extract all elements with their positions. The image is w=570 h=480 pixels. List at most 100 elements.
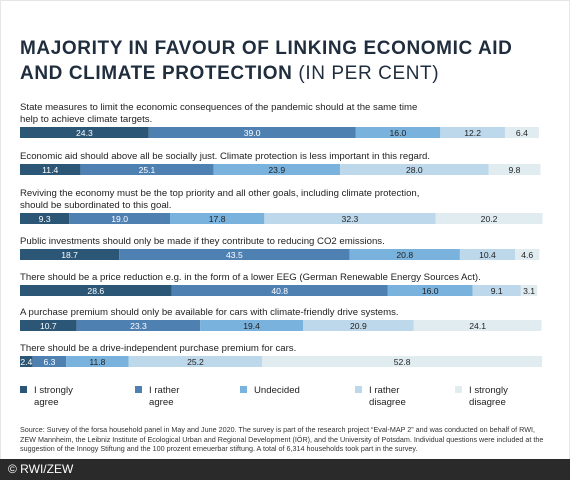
legend-label: disagree: [369, 397, 406, 408]
value-label: 43.5: [226, 250, 243, 260]
bar-segment: [20, 213, 70, 224]
bar-segment: [200, 320, 304, 331]
value-label: 40.8: [271, 286, 288, 296]
legend-label: agree: [149, 397, 174, 408]
bar-segment: [440, 127, 505, 138]
bar-segment: [80, 164, 214, 175]
bar-segment: [128, 356, 263, 367]
bar-segment: [515, 249, 540, 260]
bar-segment: [169, 213, 265, 224]
value-label: 16.0: [422, 286, 439, 296]
value-label: 18.7: [61, 250, 78, 260]
question-label: help to achieve climate targets.: [20, 114, 152, 125]
value-label: 19.0: [111, 214, 128, 224]
question-label: A purchase premium should only be availa…: [20, 307, 399, 318]
value-label: 28.0: [406, 165, 423, 175]
value-label: 19.4: [243, 321, 260, 331]
value-label: 9.8: [509, 165, 521, 175]
value-label: 20.9: [350, 321, 367, 331]
bar-segment: [20, 127, 149, 138]
value-label: 23.3: [130, 321, 147, 331]
bar-segment: [349, 249, 460, 260]
value-label: 39.0: [244, 128, 261, 138]
question-label: Reviving the economy must be the top pri…: [20, 188, 419, 199]
bar-segment: [472, 285, 521, 296]
bar-segment: [387, 285, 473, 296]
value-label: 11.4: [42, 165, 58, 175]
value-label: 6.3: [43, 357, 55, 367]
bar-segment: [69, 213, 170, 224]
legend-swatch: [355, 386, 362, 393]
value-label: 52.8: [394, 357, 411, 367]
chart-title-unit: (IN PER CENT): [292, 63, 440, 84]
copyright-bar: © RWI/ZEW: [0, 459, 570, 480]
stacked-bar-chart: State measures to limit the economic con…: [20, 102, 543, 408]
bar-segment: [340, 164, 489, 175]
bar-segment: [213, 164, 341, 175]
question-label: Economic aid should above all be sociall…: [20, 151, 430, 162]
value-label: 16.0: [390, 128, 407, 138]
bar-segment: [119, 249, 350, 260]
value-label: 28.6: [87, 286, 104, 296]
value-label: 17.8: [209, 214, 226, 224]
question-label: Public investments should only be made i…: [20, 236, 385, 247]
bar-segment: [171, 285, 388, 296]
value-label: 20.2: [481, 214, 498, 224]
legend-swatch: [20, 386, 27, 393]
value-label: 25.1: [139, 165, 156, 175]
question-label: There should be a drive-independent purc…: [20, 343, 296, 354]
bar-segment: [303, 320, 414, 331]
question-label: should be subordinated to this goal.: [20, 200, 171, 211]
question-label: There should be a price reduction e.g. i…: [20, 272, 481, 283]
legend-label: I rather: [149, 385, 180, 396]
bar-segment: [20, 320, 77, 331]
value-label: 23.9: [268, 165, 285, 175]
bar-segment: [20, 285, 172, 296]
value-label: 10.4: [479, 250, 496, 260]
chart-title: MAJORITY IN FAVOUR OF LINKING ECONOMIC A…: [20, 36, 560, 86]
legend-label: I strongly: [469, 385, 508, 396]
bar-segment: [264, 213, 436, 224]
value-label: 32.3: [342, 214, 359, 224]
bar-segment: [459, 249, 516, 260]
legend-label: agree: [34, 397, 59, 408]
bar-segment: [20, 164, 81, 175]
bar-segment: [355, 127, 441, 138]
value-label: 25.2: [187, 357, 204, 367]
copyright-text: © RWI/ZEW: [8, 462, 74, 476]
bar-segment: [20, 249, 120, 260]
bar-segment: [520, 285, 538, 296]
value-label: 2.4: [20, 357, 32, 367]
legend-swatch: [240, 386, 247, 393]
source-note: Source: Survey of the forsa household pa…: [20, 425, 544, 454]
bar-segment: [262, 356, 543, 367]
bar-segment: [66, 356, 129, 367]
bar-segment: [20, 356, 33, 367]
value-label: 20.8: [396, 250, 413, 260]
value-label: 11.8: [89, 357, 105, 367]
legend-label: Undecided: [254, 385, 300, 396]
bar-segment: [504, 127, 539, 138]
legend-swatch: [455, 386, 462, 393]
value-label: 6.4: [516, 128, 528, 138]
bar-segment: [435, 213, 543, 224]
bar-segment: [76, 320, 201, 331]
bar-segment: [148, 127, 356, 138]
value-label: 24.1: [469, 321, 486, 331]
chart-title-main: MAJORITY IN FAVOUR OF LINKING ECONOMIC A…: [20, 38, 513, 84]
legend-label: I rather: [369, 385, 400, 396]
legend-label: I strongly: [34, 385, 73, 396]
bar-segment: [488, 164, 541, 175]
value-label: 9.3: [39, 214, 51, 224]
bar-segment: [413, 320, 542, 331]
value-label: 24.3: [76, 128, 93, 138]
bar-segment: [32, 356, 67, 367]
value-label: 3.1: [523, 286, 535, 296]
value-label: 10.7: [40, 321, 57, 331]
legend-swatch: [135, 386, 142, 393]
value-label: 12.2: [464, 128, 481, 138]
value-label: 4.6: [521, 250, 533, 260]
legend-label: disagree: [469, 397, 506, 408]
question-label: State measures to limit the economic con…: [20, 102, 417, 113]
value-label: 9.1: [491, 286, 503, 296]
